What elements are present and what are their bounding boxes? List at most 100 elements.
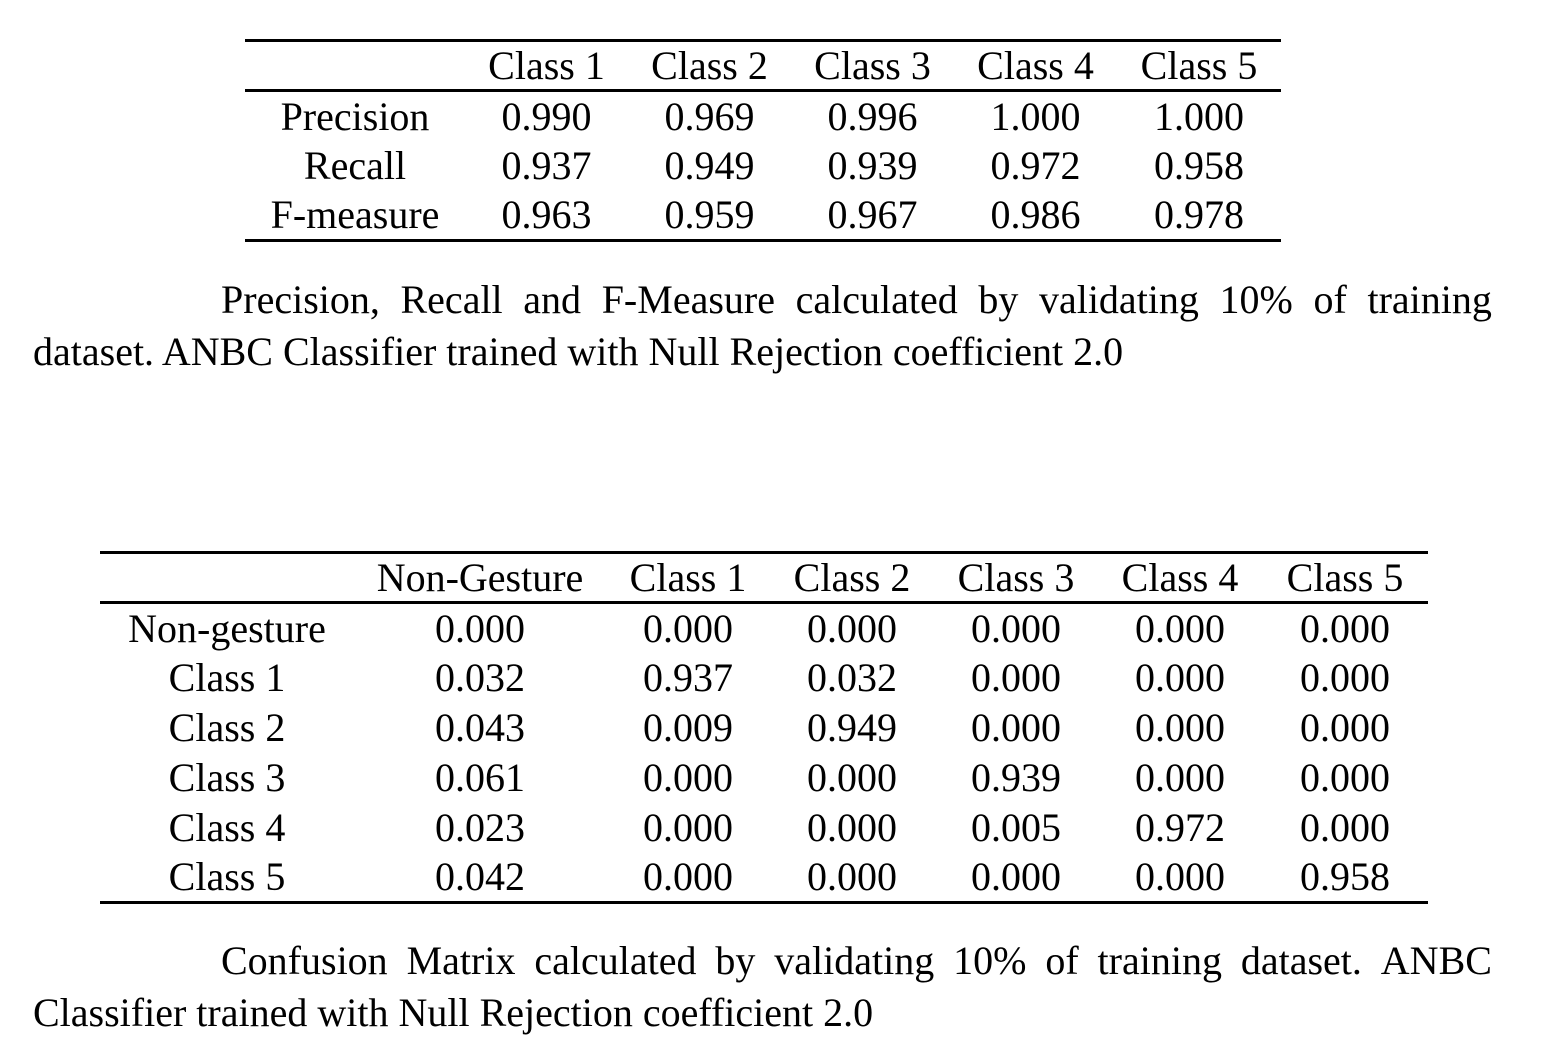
row-label: Class 4 — [168, 805, 286, 850]
table-cell: 0.000 — [643, 605, 733, 651]
table-cell: 1.000 — [990, 93, 1081, 139]
table-cell: 0.949 — [664, 143, 755, 188]
table-cell: 0.000 — [1300, 605, 1390, 651]
table-cell: 0.000 — [1135, 755, 1225, 800]
table-cell: 0.032 — [807, 655, 897, 700]
table-cell: 0.969 — [664, 93, 755, 139]
table-row: Class 1 0.032 0.937 0.032 0.000 0.000 0.… — [100, 653, 1428, 703]
table-cell: 0.949 — [807, 705, 897, 750]
table-cell: 0.000 — [971, 605, 1061, 651]
table-cell: 0.000 — [807, 605, 897, 651]
caption-word: calculated — [534, 938, 697, 983]
caption-line-2: Classifier trained with Null Rejection c… — [33, 990, 874, 1035]
caption-word: calculated — [795, 277, 958, 322]
caption-word: dataset. — [1240, 938, 1362, 983]
table-header-cell: Class 2 — [793, 555, 911, 600]
row-label: Class 2 — [168, 705, 286, 750]
caption-word: Matrix — [406, 938, 516, 983]
table-cell: 0.000 — [1135, 854, 1225, 900]
caption-word: training — [1367, 277, 1492, 322]
caption-word: of — [1045, 938, 1079, 983]
table-cell: 0.042 — [435, 854, 525, 900]
table-cell: 0.990 — [501, 93, 592, 139]
caption-word: Confusion — [221, 938, 388, 983]
table-cell: 0.005 — [971, 805, 1061, 850]
row-label: Class 1 — [168, 655, 286, 700]
row-label: Class 5 — [168, 854, 286, 900]
caption-word: 10% — [1219, 277, 1293, 322]
table-header-cell: Class 4 — [1121, 555, 1239, 600]
table-row: Non-gesture 0.000 0.000 0.000 0.000 0.00… — [100, 603, 1428, 653]
caption-line-1: Confusion Matrix calculated by validating 10%… — [33, 935, 1492, 987]
table-header-cell: Class 2 — [651, 43, 768, 88]
table-cell: 0.000 — [643, 805, 733, 850]
table-header-cell: Class 4 — [977, 43, 1094, 88]
row-label: Precision — [280, 93, 430, 139]
table-header-cell: Class 5 — [1286, 555, 1404, 600]
caption-line-2: dataset. ANBC Classifier trained with Nu… — [33, 329, 1124, 374]
caption-word: training — [1097, 938, 1222, 983]
table-cell: 0.937 — [643, 655, 733, 700]
table-cell: 0.959 — [664, 192, 755, 238]
caption-line-1: Precision, Recall and F-Measure calculated by… — [33, 274, 1492, 326]
table-row: Recall 0.937 0.949 0.939 0.972 0.958 — [245, 141, 1281, 191]
table-cell: 0.000 — [971, 655, 1061, 700]
table-cell: 0.937 — [501, 143, 592, 188]
caption-word: ANBC — [1380, 938, 1492, 983]
table-cell: 0.972 — [1135, 805, 1225, 850]
table-cell: 0.000 — [1135, 705, 1225, 750]
table-cell: 1.000 — [1154, 93, 1244, 139]
table-row: Precision 0.990 0.969 0.996 1.000 1.000 — [245, 91, 1281, 141]
caption-word: 10% — [953, 938, 1027, 983]
table-cell: 0.000 — [807, 755, 897, 800]
table-cell: 0.939 — [971, 755, 1061, 800]
table-cell: 0.000 — [1300, 705, 1390, 750]
table-row: Class 4 0.023 0.000 0.000 0.005 0.972 0.… — [100, 803, 1428, 853]
table-header-cell: Class 1 — [629, 555, 747, 600]
table-cell: 0.000 — [1135, 605, 1225, 651]
table-cell: 0.000 — [643, 755, 733, 800]
table-cell: 0.032 — [435, 655, 525, 700]
metrics-table: Class 1 Class 2 Class 3 Class 4 Class 5 … — [245, 39, 1281, 242]
table-cell: 0.000 — [807, 854, 897, 900]
table-header-cell: Class 5 — [1140, 43, 1258, 88]
caption-word: and — [523, 277, 582, 322]
caption-word: validating — [1038, 277, 1199, 322]
table-cell: 0.996 — [827, 93, 918, 139]
table-header-cell: Non-Gesture — [376, 555, 584, 600]
row-label: Non-gesture — [128, 605, 326, 651]
table-header-cell: Class 3 — [957, 555, 1075, 600]
confusion-matrix-table: Non-Gesture Class 1 Class 2 Class 3 Clas… — [100, 551, 1428, 904]
table-cell: 0.958 — [1300, 854, 1390, 900]
confusion-header-row: Non-Gesture Class 1 Class 2 Class 3 Clas… — [100, 553, 1428, 603]
metrics-header-row: Class 1 Class 2 Class 3 Class 4 Class 5 — [245, 41, 1281, 91]
table-row: F-measure 0.963 0.959 0.967 0.986 0.978 — [245, 191, 1281, 241]
caption-word: by — [978, 277, 1019, 322]
table-cell: 0.000 — [1300, 755, 1390, 800]
table-cell: 0.000 — [971, 705, 1061, 750]
table-cell: 0.972 — [990, 143, 1081, 188]
table-row: Class 5 0.042 0.000 0.000 0.000 0.000 0.… — [100, 853, 1428, 903]
table-header-cell: Class 1 — [488, 43, 605, 88]
caption-word: by — [715, 938, 756, 983]
table-header-cell — [100, 553, 354, 603]
table-cell: 0.000 — [807, 805, 897, 850]
table-cell: 0.061 — [435, 755, 525, 800]
table-cell: 0.000 — [643, 854, 733, 900]
table-row: Class 2 0.043 0.009 0.949 0.000 0.000 0.… — [100, 703, 1428, 753]
table-cell: 0.958 — [1154, 143, 1244, 188]
caption-word: F-Measure — [601, 277, 775, 322]
caption-word: of — [1313, 277, 1347, 322]
table-cell: 0.967 — [827, 192, 918, 238]
table-cell: 0.986 — [990, 192, 1081, 238]
table-row: Class 3 0.061 0.000 0.000 0.939 0.000 0.… — [100, 753, 1428, 803]
table-cell: 0.000 — [971, 854, 1061, 900]
confusion-matrix-caption: Confusion Matrix calculated by validating 10%… — [33, 935, 1492, 1039]
table-cell: 0.000 — [1300, 805, 1390, 850]
caption-word: Recall — [400, 277, 503, 322]
caption-word: Precision, — [221, 277, 380, 322]
row-label: Recall — [303, 143, 407, 188]
table-cell: 0.000 — [435, 605, 525, 651]
table-cell: 0.043 — [435, 705, 525, 750]
